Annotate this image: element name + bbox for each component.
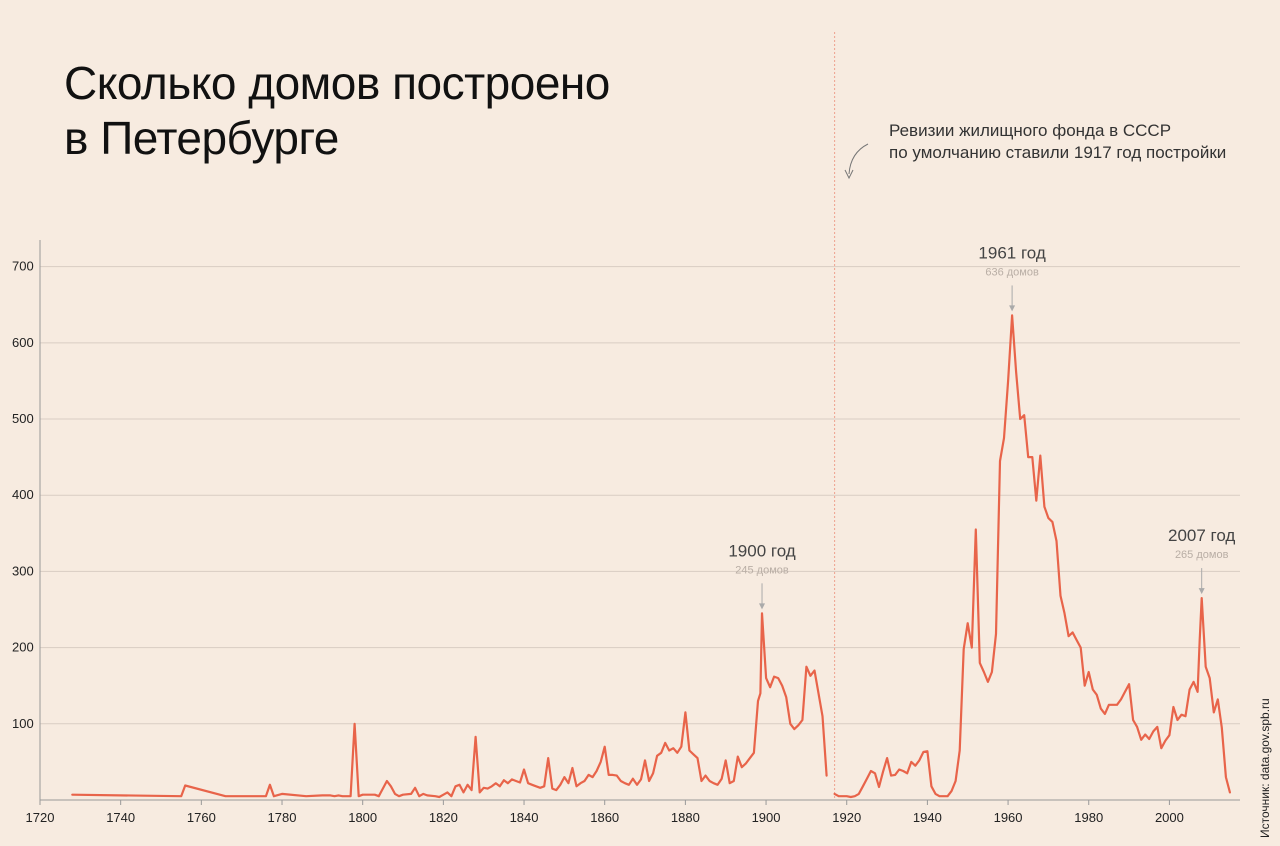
annotation-label-0: 1900 год [728, 541, 795, 560]
x-tick-label-1860: 1860 [590, 810, 619, 825]
annotations: 1900 год 245 домов 1961 год 636 домов 2007 г… [728, 243, 1235, 610]
title-line-2: в Петербурге [64, 112, 339, 164]
note-arrow-curve [848, 143, 869, 175]
reference-line-1917 [834, 32, 869, 800]
annotation-sublabel-1: 636 домов [985, 266, 1039, 278]
y-tick-label-700: 700 [12, 259, 34, 274]
y-tick-label-100: 100 [12, 716, 34, 731]
grid-lines [40, 266, 1240, 725]
x-tick-label-1760: 1760 [187, 810, 216, 825]
x-tick-label-1780: 1780 [268, 810, 297, 825]
source-label: Источник: data.gov.spb.ru [1258, 698, 1272, 838]
y-tick-label-600: 600 [12, 335, 34, 350]
x-tick-label-1820: 1820 [429, 810, 458, 825]
series-0-segment-1 [833, 314, 1231, 799]
x-tick-labels: 1720 1740 1760 1780 1800 1820 1840 1860 1880 1900… [26, 810, 1184, 825]
x-tick-label-1980: 1980 [1074, 810, 1103, 825]
y-tick-label-300: 300 [12, 563, 34, 578]
x-tick-label-1940: 1940 [913, 810, 942, 825]
x-tick-label-1800: 1800 [348, 810, 377, 825]
y-tick-labels: 100 200 300 400 500 600 700 [12, 259, 34, 731]
note-line-2: по умолчанию ставили 1917 год постройки [889, 143, 1227, 162]
x-tick-label-1840: 1840 [510, 810, 539, 825]
annotation-arrowhead-2 [1198, 588, 1205, 595]
x-tick-label-2000: 2000 [1155, 810, 1184, 825]
x-tick-label-1960: 1960 [994, 810, 1023, 825]
page-title: Сколько домов построено в Петербурге [64, 56, 610, 166]
annotation-sublabel-2: 265 домов [1175, 549, 1229, 561]
annotation-sublabel-0: 245 домов [735, 564, 789, 576]
annotation-arrowhead-0 [759, 603, 766, 610]
x-tick-label-1920: 1920 [832, 810, 861, 825]
axes [39, 240, 1240, 805]
reference-note: Ревизии жилищного фонда в СССР по умолча… [889, 120, 1226, 164]
title-line-1: Сколько домов построено [64, 57, 610, 109]
series-lines [71, 314, 1231, 799]
y-tick-label-200: 200 [12, 640, 34, 655]
x-tick-label-1900: 1900 [752, 810, 781, 825]
annotation-arrowhead-1 [1009, 305, 1016, 312]
annotation-label-1: 1961 год [978, 243, 1045, 262]
note-line-1: Ревизии жилищного фонда в СССР [889, 121, 1172, 140]
annotation-label-2: 2007 год [1168, 526, 1235, 545]
y-tick-label-500: 500 [12, 411, 34, 426]
y-tick-label-400: 400 [12, 487, 34, 502]
note-arrow-head [844, 169, 854, 180]
x-tick-label-1880: 1880 [671, 810, 700, 825]
x-tick-label-1740: 1740 [106, 810, 135, 825]
x-tick-label-1720: 1720 [26, 810, 55, 825]
series-0-segment-0 [71, 612, 828, 799]
